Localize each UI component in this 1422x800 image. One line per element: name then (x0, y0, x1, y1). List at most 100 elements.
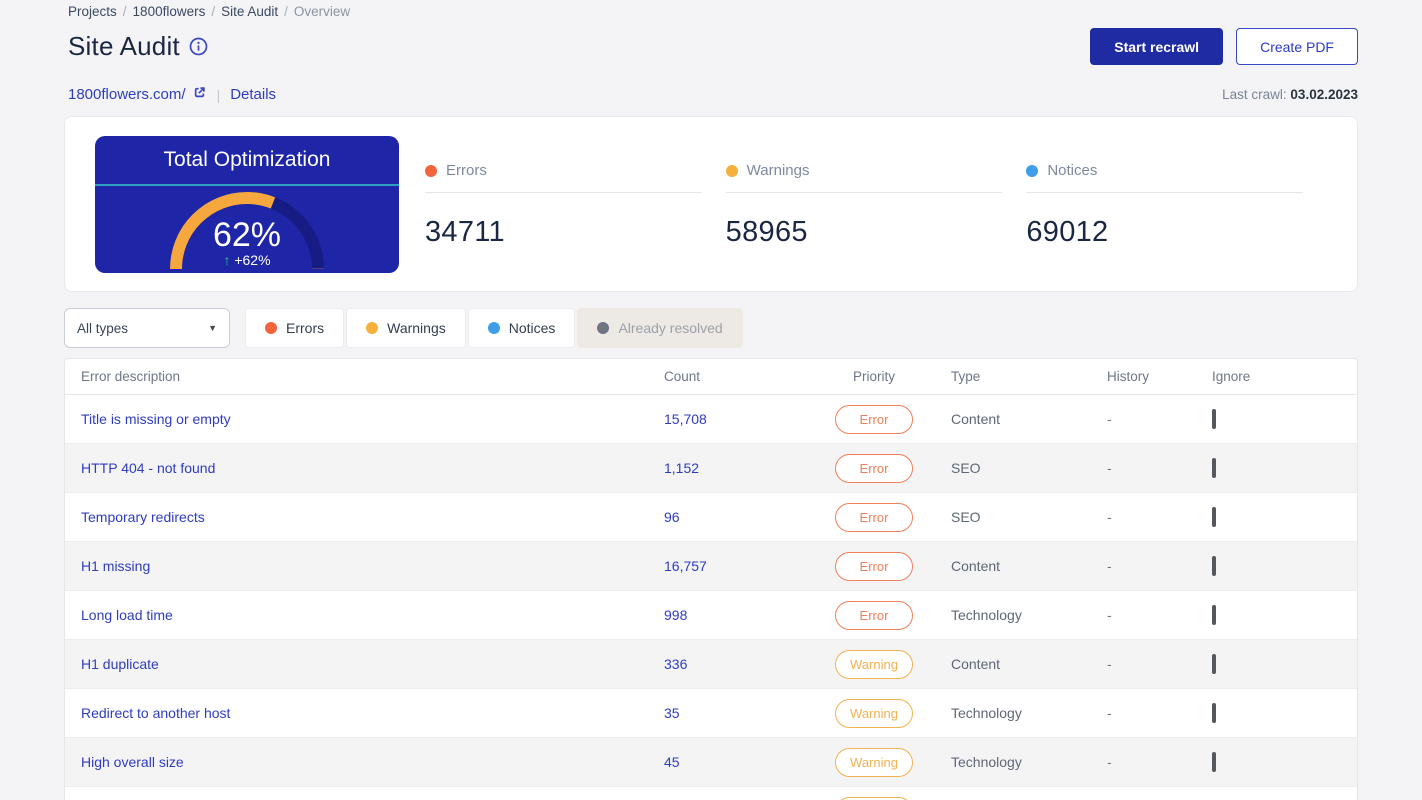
stat-value: 34711 (425, 216, 505, 248)
stat-divider (1026, 192, 1304, 193)
chevron-down-icon: ▼ (208, 323, 217, 333)
page-title: Site Audit (68, 31, 180, 61)
gauge-value: 62% (212, 215, 282, 254)
severity-chip[interactable]: Warnings (346, 308, 466, 348)
col-priority: Priority (852, 369, 895, 384)
type-value: Content (951, 558, 1001, 574)
table-row: Title is missing or empty 15,708 Error C… (65, 395, 1357, 444)
stat-label: Notices (1047, 162, 1098, 179)
domain-link[interactable]: 1800flowers.com/ (68, 85, 207, 104)
error-description-link[interactable]: H1 duplicate (81, 656, 159, 672)
arrow-up-icon: ↑ (223, 252, 231, 268)
col-count: Count (664, 369, 701, 384)
error-description-link[interactable]: Title is missing or empty (81, 411, 231, 427)
history-value: - (1107, 509, 1112, 525)
table-row: H1 duplicate 336 Warning Content - (65, 640, 1357, 689)
stat-block: Warnings 58965 (725, 136, 1027, 272)
ignore-checkbox[interactable] (1212, 703, 1216, 723)
chip-label: Already resolved (618, 320, 723, 336)
count-link[interactable]: 45 (664, 754, 680, 770)
count-link[interactable]: 35 (664, 705, 680, 721)
error-description-link[interactable]: Temporary redirects (81, 509, 205, 525)
issues-table: Error description Count Priority Type Hi… (64, 358, 1358, 800)
error-description-link[interactable]: Long load time (81, 607, 173, 623)
breadcrumb: Projects / 1800flowers / Site Audit / Ov… (68, 0, 1358, 19)
filter-row: All types ▼ Errors Warnings Notices Alre… (64, 308, 1358, 348)
count-link[interactable]: 998 (664, 607, 688, 623)
history-value: - (1107, 558, 1112, 574)
last-crawl-label: Last crawl: (1222, 87, 1287, 102)
ignore-checkbox[interactable] (1212, 458, 1216, 478)
chip-dot-icon (366, 322, 379, 334)
ignore-checkbox[interactable] (1212, 409, 1216, 429)
type-value: SEO (951, 509, 981, 525)
error-description-link[interactable]: High overall size (81, 754, 184, 770)
severity-chip[interactable]: Errors (245, 308, 345, 348)
stat-label: Warnings (746, 162, 810, 179)
table-row: High overall size 45 Warning Technology … (65, 738, 1357, 787)
type-value: Technology (951, 705, 1022, 721)
error-description-link[interactable]: Redirect to another host (81, 705, 231, 721)
summary-card: Total Optimization 62% ↑ +62% (64, 116, 1358, 292)
ignore-checkbox[interactable] (1212, 752, 1216, 772)
table-row: H1 missing 16,757 Error Content - (65, 542, 1357, 591)
ignore-checkbox[interactable] (1212, 605, 1216, 625)
last-crawl: Last crawl: 03.02.2023 (1222, 87, 1358, 102)
type-value: SEO (951, 460, 981, 476)
stat-value: 69012 (1026, 216, 1109, 248)
stat-dot-icon (1026, 164, 1039, 177)
error-description-link[interactable]: H1 missing (81, 558, 151, 574)
table-row: Redirect to another host 35 Warning Tech… (65, 689, 1357, 738)
total-optimization-card: Total Optimization 62% ↑ +62% (95, 136, 399, 273)
domain-text: 1800flowers.com/ (68, 86, 186, 103)
breadcrumb-current: Overview (293, 4, 351, 19)
count-link[interactable]: 96 (664, 509, 680, 525)
history-value: - (1107, 705, 1112, 721)
type-value: Technology (951, 607, 1022, 623)
count-link[interactable]: 15,708 (664, 411, 707, 427)
stat-divider (725, 192, 1003, 193)
type-value: Content (951, 411, 1001, 427)
priority-badge: Warning (835, 747, 913, 777)
count-link[interactable]: 1,152 (664, 460, 700, 476)
breadcrumb-project[interactable]: 1800flowers (132, 4, 206, 19)
stat-dot-icon (725, 164, 738, 177)
severity-chip[interactable]: Notices (467, 308, 576, 348)
history-value: - (1107, 754, 1112, 770)
chip-label: Notices (508, 320, 556, 336)
col-type: Type (951, 369, 981, 384)
optimization-gauge: 62% ↑ +62% (95, 186, 399, 271)
gauge-text: 62% ↑ +62% (95, 215, 399, 268)
table-row: HTTP 404 - not found 1,152 Error SEO - (65, 444, 1357, 493)
history-value: - (1107, 411, 1112, 427)
count-link[interactable]: 336 (664, 656, 688, 672)
table-row: Temporary redirects 96 Error SEO - (65, 493, 1357, 542)
stat-divider (425, 192, 702, 193)
type-filter-select[interactable]: All types ▼ (64, 308, 230, 348)
error-description-link[interactable]: HTTP 404 - not found (81, 460, 216, 476)
title-actions: Start recrawl Create PDF (1090, 28, 1358, 65)
breadcrumb-site-audit[interactable]: Site Audit (221, 4, 279, 19)
create-pdf-button[interactable]: Create PDF (1236, 28, 1358, 65)
breadcrumb-projects[interactable]: Projects (68, 4, 117, 19)
ignore-checkbox[interactable] (1212, 507, 1216, 527)
site-info-row: 1800flowers.com/ | Details Last crawl: 0… (68, 85, 1358, 104)
info-circle-icon[interactable] (189, 37, 208, 56)
ignore-checkbox[interactable] (1212, 654, 1216, 674)
count-link[interactable]: 16,757 (664, 558, 707, 574)
priority-badge: Error (835, 404, 913, 434)
priority-badge: Error (835, 551, 913, 581)
priority-badge: Error (835, 600, 913, 630)
breadcrumb-separator: / (122, 4, 127, 19)
ignore-checkbox[interactable] (1212, 556, 1216, 576)
details-link[interactable]: Details (230, 86, 277, 103)
priority-badge: Error (835, 502, 913, 532)
start-recrawl-button[interactable]: Start recrawl (1090, 28, 1224, 65)
table-body: Title is missing or empty 15,708 Error C… (65, 395, 1357, 800)
priority-badge: Warning (835, 796, 913, 800)
table-row: Long load time 998 Error Technology - (65, 591, 1357, 640)
history-value: - (1107, 460, 1112, 476)
severity-chip[interactable]: Already resolved (577, 308, 743, 348)
type-value: Content (951, 656, 1001, 672)
